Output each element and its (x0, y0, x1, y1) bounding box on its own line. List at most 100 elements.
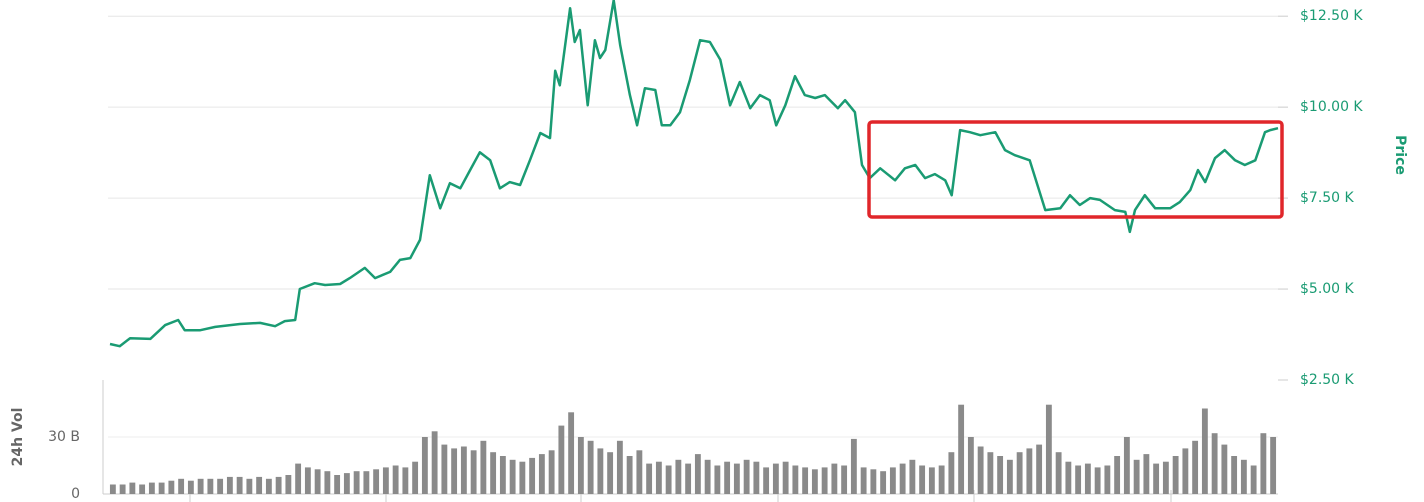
volume-bar (860, 467, 867, 494)
volume-bar (119, 484, 126, 494)
volume-bar (1045, 404, 1052, 494)
volume-bar (967, 437, 974, 494)
volume-bar (714, 465, 721, 494)
volume-bar (646, 463, 653, 494)
volume-axis-label: 24h Vol (10, 408, 26, 467)
highlight-box (867, 120, 1284, 219)
volume-bar (880, 471, 887, 494)
volume-bar (899, 463, 906, 494)
volume-bar (948, 452, 955, 494)
volume-bar (236, 476, 243, 494)
y-tick-label: $5.00 K (1300, 281, 1355, 297)
volume-bar (412, 461, 419, 494)
volume-bar (607, 452, 614, 494)
volume-bar (1114, 456, 1121, 494)
volume-bar (568, 412, 575, 494)
volume-bar (1240, 459, 1247, 494)
volume-bar (1123, 437, 1130, 494)
volume-bar (519, 461, 526, 494)
volume-bar (451, 448, 458, 494)
volume-bar (987, 452, 994, 494)
volume-bar (1172, 456, 1179, 494)
volume-bar (275, 476, 282, 494)
volume-bar (217, 478, 224, 494)
volume-bar (977, 446, 984, 494)
volume-bar (1221, 444, 1228, 494)
volume-bar (821, 467, 828, 494)
volume-bar (938, 465, 945, 494)
volume-bar (1055, 452, 1062, 494)
volume-bar (285, 475, 292, 494)
volume-bar (353, 471, 360, 494)
volume-bar (509, 459, 516, 494)
volume-bar (129, 482, 136, 494)
price-axis-label: Price (1392, 135, 1408, 175)
volume-bar (392, 465, 399, 494)
volume-bar (636, 450, 643, 494)
volume-bar (529, 457, 536, 494)
volume-bar (694, 454, 701, 494)
volume-bar (675, 459, 682, 494)
volume-bar (811, 469, 818, 494)
y-tick-label: 30 B (48, 429, 80, 445)
volume-bar (187, 480, 194, 494)
volume-bar (1143, 454, 1150, 494)
volume-bar (587, 440, 594, 494)
volume-bar (1026, 448, 1033, 494)
volume-bar (1201, 408, 1208, 494)
volume-bar (1075, 465, 1082, 494)
volume-bar (1006, 459, 1013, 494)
volume-bar (772, 463, 779, 494)
volume-bar (928, 467, 935, 494)
volume-bar (724, 461, 731, 494)
volume-bar (597, 448, 604, 494)
volume-bar (168, 480, 175, 494)
volume-bar (265, 478, 272, 494)
volume-bar (1084, 463, 1091, 494)
volume-bar (207, 478, 214, 494)
volume-bar (197, 478, 204, 494)
plot: $2.50 K $5.00 K $7.50 K $10.00 K $12.50 K 0 30… (48, 0, 1363, 502)
volume-bar (304, 467, 311, 494)
volume-bar (850, 438, 857, 494)
volume-bar (431, 431, 438, 494)
volume-bar (373, 469, 380, 494)
volume-bar (1250, 465, 1257, 494)
volume-bar (909, 459, 916, 494)
volume-bar (246, 478, 253, 494)
volume-bar (1192, 440, 1199, 494)
volume-bar (889, 467, 896, 494)
volume-bar (402, 467, 409, 494)
y-tick-label: $2.50 K (1300, 372, 1355, 388)
volume-bar (704, 459, 711, 494)
volume-bar (324, 471, 331, 494)
y-tick-label: $7.50 K (1300, 190, 1355, 206)
volume-bar (1104, 465, 1111, 494)
volume-bar (1231, 456, 1238, 494)
volume-bar (460, 446, 467, 494)
volume-bar (226, 476, 233, 494)
volume-bar (1133, 459, 1140, 494)
volume-bar (1065, 461, 1072, 494)
volume-bar (1182, 448, 1189, 494)
y-tick-label: $12.50 K (1300, 8, 1363, 24)
volume-bar (148, 482, 155, 494)
volume-bar (109, 484, 116, 494)
volume-bar (1270, 437, 1277, 494)
volume-bar (421, 437, 428, 494)
volume-bar (470, 450, 477, 494)
volume-bar (178, 478, 185, 494)
volume-bar (490, 452, 497, 494)
volume-bar (626, 456, 633, 494)
volume-bar (334, 475, 341, 494)
volume-bar (538, 454, 545, 494)
volume-bar (763, 467, 770, 494)
volume-bar (314, 469, 321, 494)
volume-bar (295, 463, 302, 494)
volume-bar (841, 465, 848, 494)
y-tick-label: $10.00 K (1300, 99, 1363, 115)
volume-bar (997, 456, 1004, 494)
volume-bar (548, 450, 555, 494)
volume-bar (616, 440, 623, 494)
